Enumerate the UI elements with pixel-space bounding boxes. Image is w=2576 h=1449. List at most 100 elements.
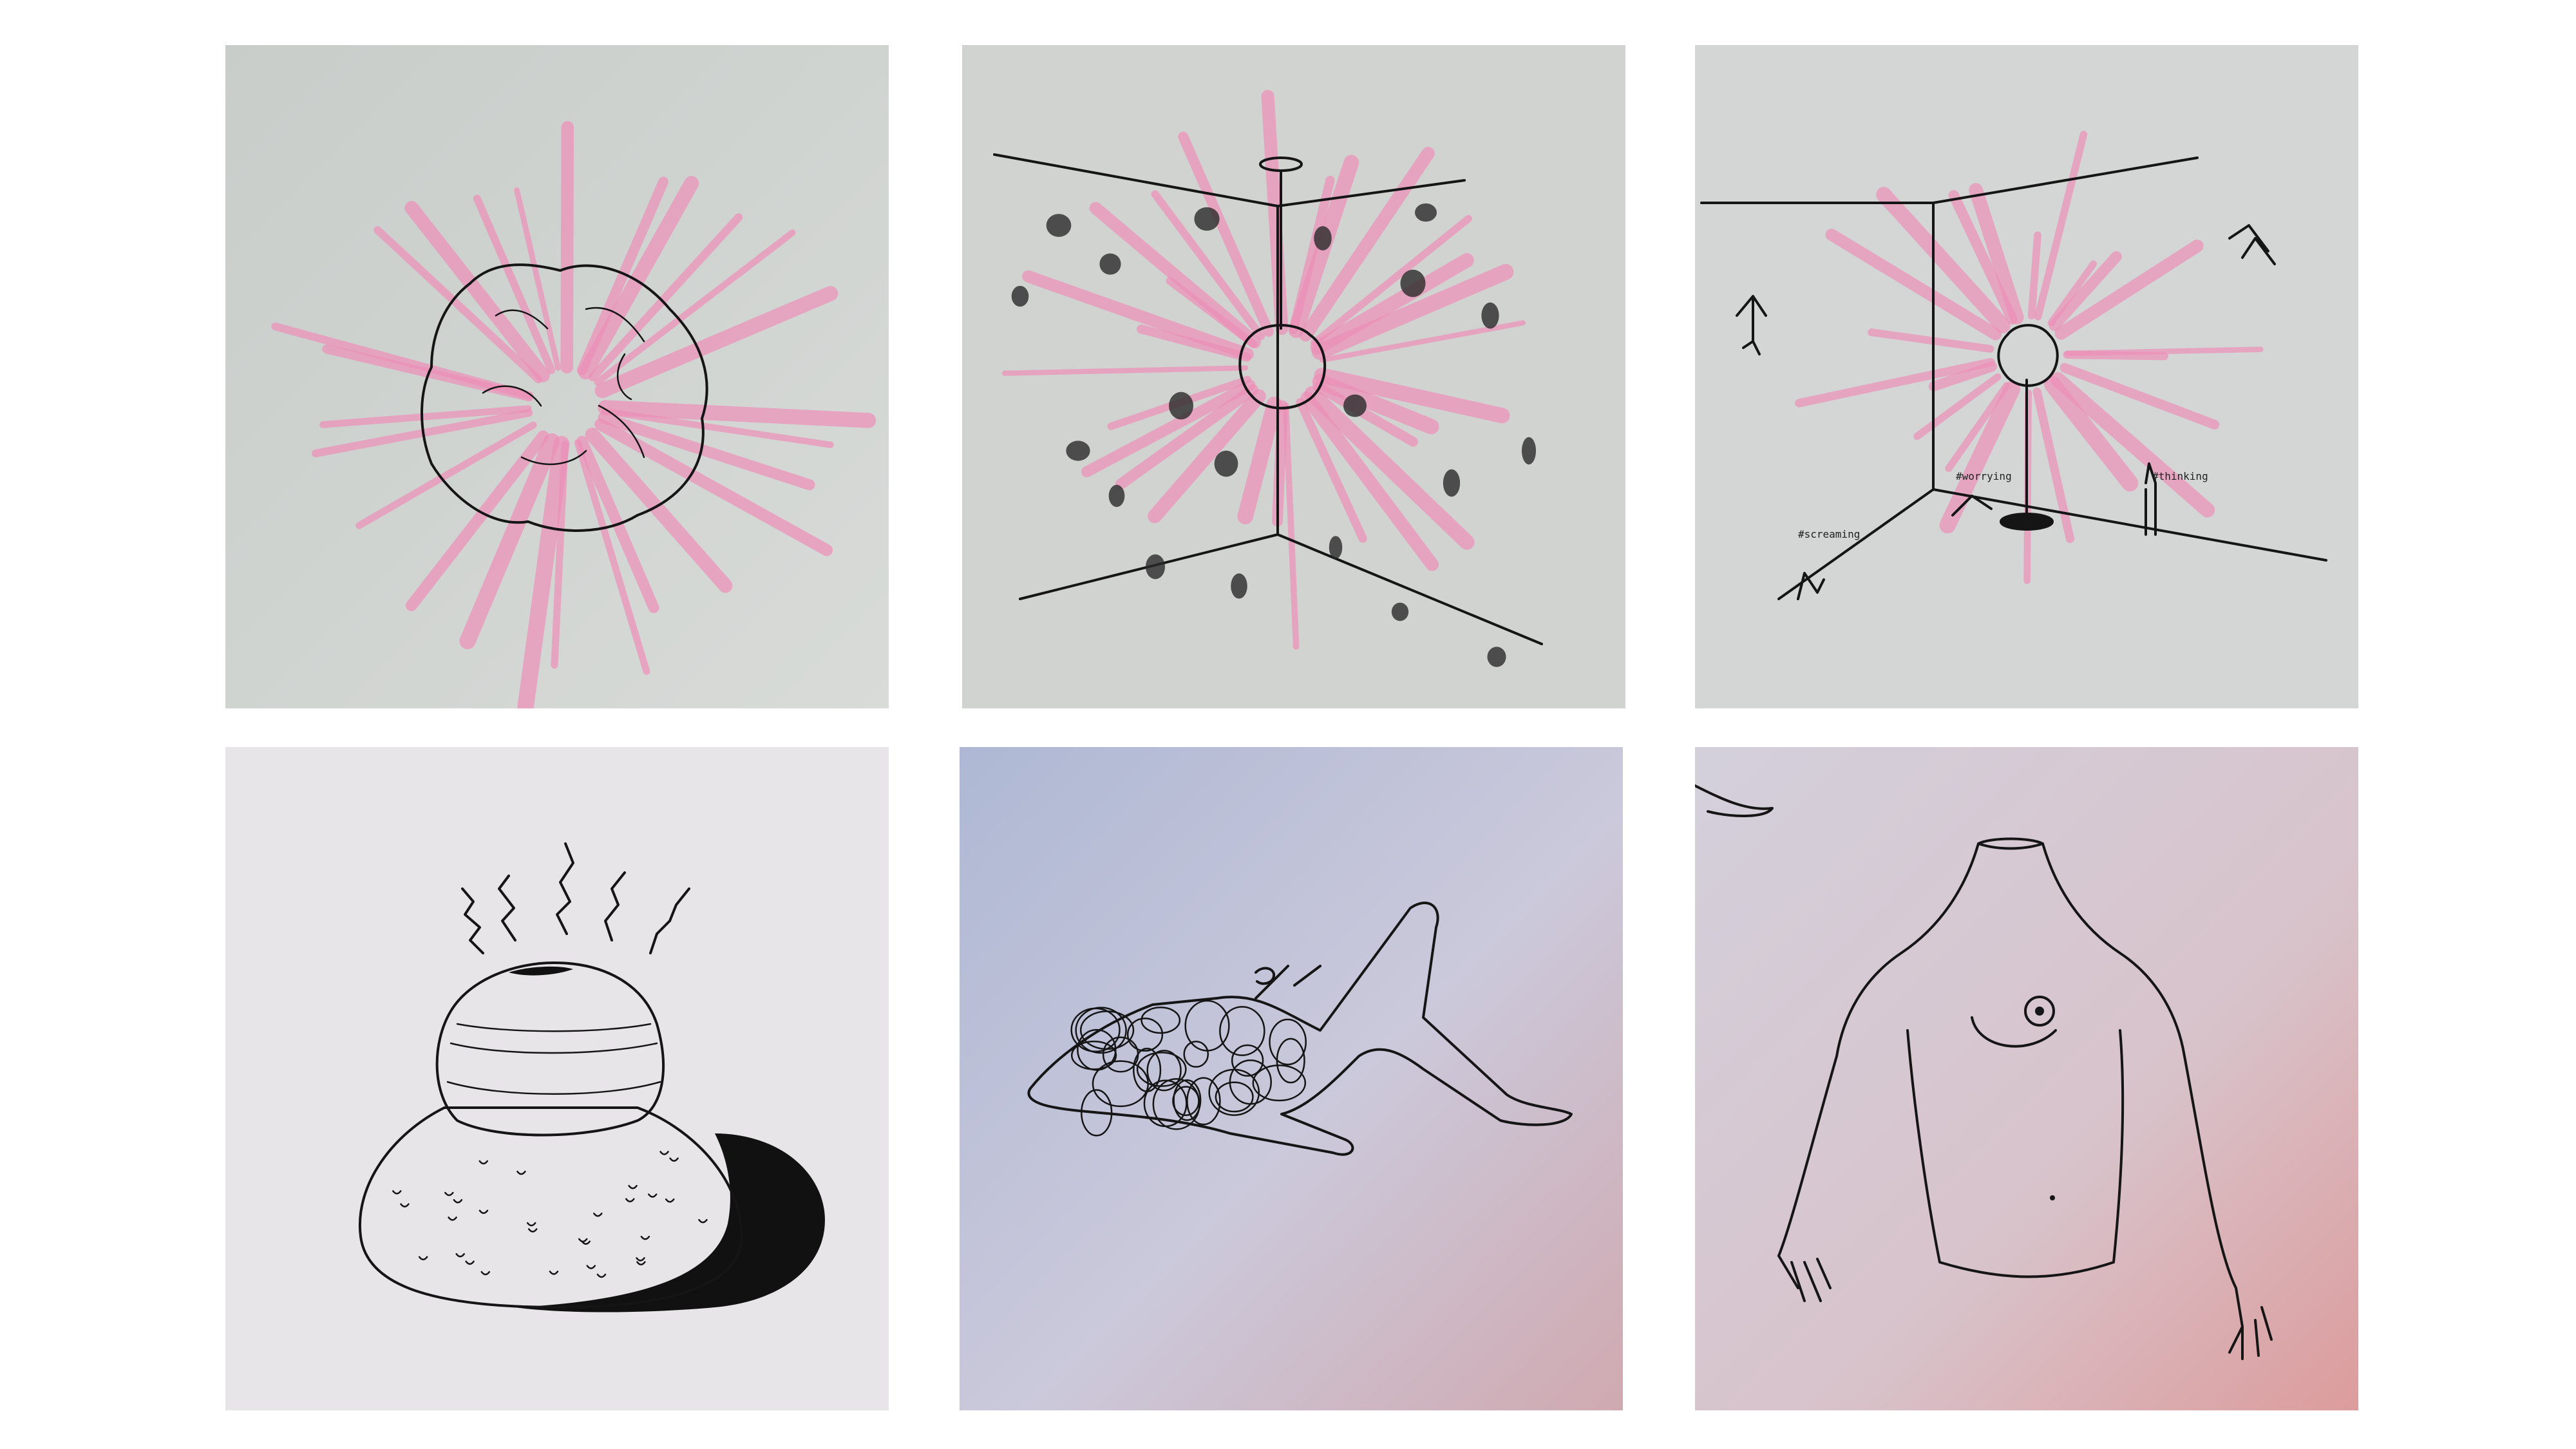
texture-mark bbox=[453, 1198, 463, 1204]
texture-mark bbox=[659, 1151, 669, 1155]
figure-outline bbox=[1027, 901, 1573, 1156]
figure-mark bbox=[1415, 203, 1437, 222]
pink-ray bbox=[576, 176, 669, 375]
pink-ray bbox=[1237, 396, 1283, 525]
figure-mark bbox=[1391, 602, 1409, 621]
texture-mark bbox=[448, 1217, 457, 1221]
scribble-loop bbox=[1215, 1081, 1254, 1113]
texture-mark bbox=[640, 1235, 650, 1240]
scribble-loop bbox=[1077, 1028, 1117, 1071]
texture-mark bbox=[596, 1273, 607, 1278]
texture-mark bbox=[400, 1203, 410, 1208]
pink-ray bbox=[2060, 363, 2220, 430]
pink-ray bbox=[1081, 379, 1256, 478]
pink-ray bbox=[1151, 190, 1265, 341]
pink-ray bbox=[404, 201, 550, 383]
pink-ray bbox=[1913, 373, 2002, 440]
scribble-loop bbox=[1126, 1018, 1164, 1052]
pink-ray bbox=[1314, 368, 1510, 424]
mound-top bbox=[435, 961, 665, 1137]
figure-mark bbox=[1108, 484, 1125, 507]
figure-mark bbox=[1314, 226, 1332, 251]
texture-mark bbox=[636, 1257, 645, 1262]
note-screaming: #screaming bbox=[1798, 528, 1860, 540]
pink-ray bbox=[598, 412, 815, 491]
texture-mark bbox=[455, 1253, 465, 1258]
note-worrying: #worrying bbox=[1956, 470, 2012, 482]
texture-mark bbox=[526, 1222, 536, 1227]
pink-ray bbox=[578, 176, 699, 380]
pink-ray bbox=[2034, 130, 2088, 321]
pink-ray bbox=[1948, 190, 2018, 325]
pink-ray bbox=[1304, 386, 1475, 550]
pink-ray bbox=[2044, 376, 2139, 492]
pink-ray bbox=[1311, 263, 1514, 360]
pink-ray bbox=[2049, 251, 2122, 331]
figure-mark bbox=[1169, 392, 1193, 420]
figure-mark bbox=[1214, 450, 1238, 477]
scribble-loop bbox=[1152, 1078, 1200, 1130]
texture-mark bbox=[465, 1260, 475, 1265]
drawing-torso-eye bbox=[1695, 747, 2358, 1410]
pink-ray bbox=[1089, 202, 1261, 349]
texture-marks bbox=[392, 1151, 708, 1278]
scribble-loop bbox=[1269, 1018, 1307, 1066]
pink-ray bbox=[1300, 391, 1439, 571]
figure-mark bbox=[1145, 554, 1166, 580]
pink-ray bbox=[2047, 260, 2098, 327]
texture-mark bbox=[444, 1191, 454, 1197]
texture-mark bbox=[625, 1198, 635, 1202]
pink-ray bbox=[589, 213, 743, 382]
pink-ray bbox=[1928, 361, 1997, 392]
pink-ray bbox=[1282, 402, 1300, 650]
pink-ray bbox=[405, 430, 549, 612]
pink-ray bbox=[594, 418, 833, 556]
figure-mark bbox=[1099, 253, 1121, 275]
orb bbox=[1238, 324, 1327, 410]
scribble-loop bbox=[1184, 999, 1230, 1052]
texture-mark bbox=[586, 1265, 596, 1269]
pink-ray bbox=[1115, 384, 1258, 490]
pink-ray bbox=[374, 226, 543, 384]
scribble-loop bbox=[1075, 1007, 1127, 1054]
scribble-loop bbox=[1172, 1086, 1200, 1117]
drawing-mound bbox=[225, 747, 889, 1410]
pink-ray bbox=[1876, 187, 2011, 334]
texture-mark bbox=[669, 1157, 679, 1162]
drawing-rock-rays bbox=[225, 45, 889, 708]
texture-mark bbox=[478, 1160, 488, 1165]
mound-base bbox=[358, 1106, 743, 1309]
scribble-loop bbox=[1081, 1089, 1113, 1137]
orb bbox=[1997, 324, 2059, 387]
scribble-loop bbox=[1141, 1006, 1181, 1034]
drawing-reclining-figure bbox=[960, 747, 1623, 1410]
pink-rays bbox=[1795, 130, 2264, 584]
figure-mark bbox=[1521, 437, 1537, 465]
eye-icon bbox=[2024, 996, 2055, 1027]
pink-ray bbox=[319, 405, 532, 428]
drawing-room-orb bbox=[962, 45, 1625, 708]
texture-mark bbox=[478, 1209, 489, 1214]
scribble-loop bbox=[1231, 1044, 1264, 1077]
texture-mark bbox=[647, 1193, 658, 1198]
pink-ray bbox=[1310, 253, 1474, 355]
pink-rays bbox=[271, 121, 876, 708]
scribble-loop bbox=[1219, 1006, 1265, 1056]
pink-ray bbox=[473, 194, 556, 374]
pink-ray bbox=[1311, 214, 1472, 347]
note-thinking: #thinking bbox=[2152, 470, 2208, 482]
pink-ray bbox=[459, 433, 560, 650]
pink-ray bbox=[514, 187, 561, 371]
texture-mark bbox=[392, 1190, 402, 1195]
pink-ray bbox=[1148, 389, 1266, 524]
pink-ray bbox=[598, 400, 876, 428]
figure-mark bbox=[1066, 440, 1090, 461]
pink-ray bbox=[1795, 357, 1995, 408]
texture-mark bbox=[636, 1261, 646, 1265]
pink-ray bbox=[594, 229, 796, 386]
texture-mark bbox=[549, 1271, 559, 1275]
pink-ray bbox=[1945, 382, 2011, 472]
floating-figures bbox=[1011, 203, 1537, 667]
texture-mark bbox=[665, 1198, 675, 1203]
pink-ray bbox=[1825, 229, 2002, 341]
